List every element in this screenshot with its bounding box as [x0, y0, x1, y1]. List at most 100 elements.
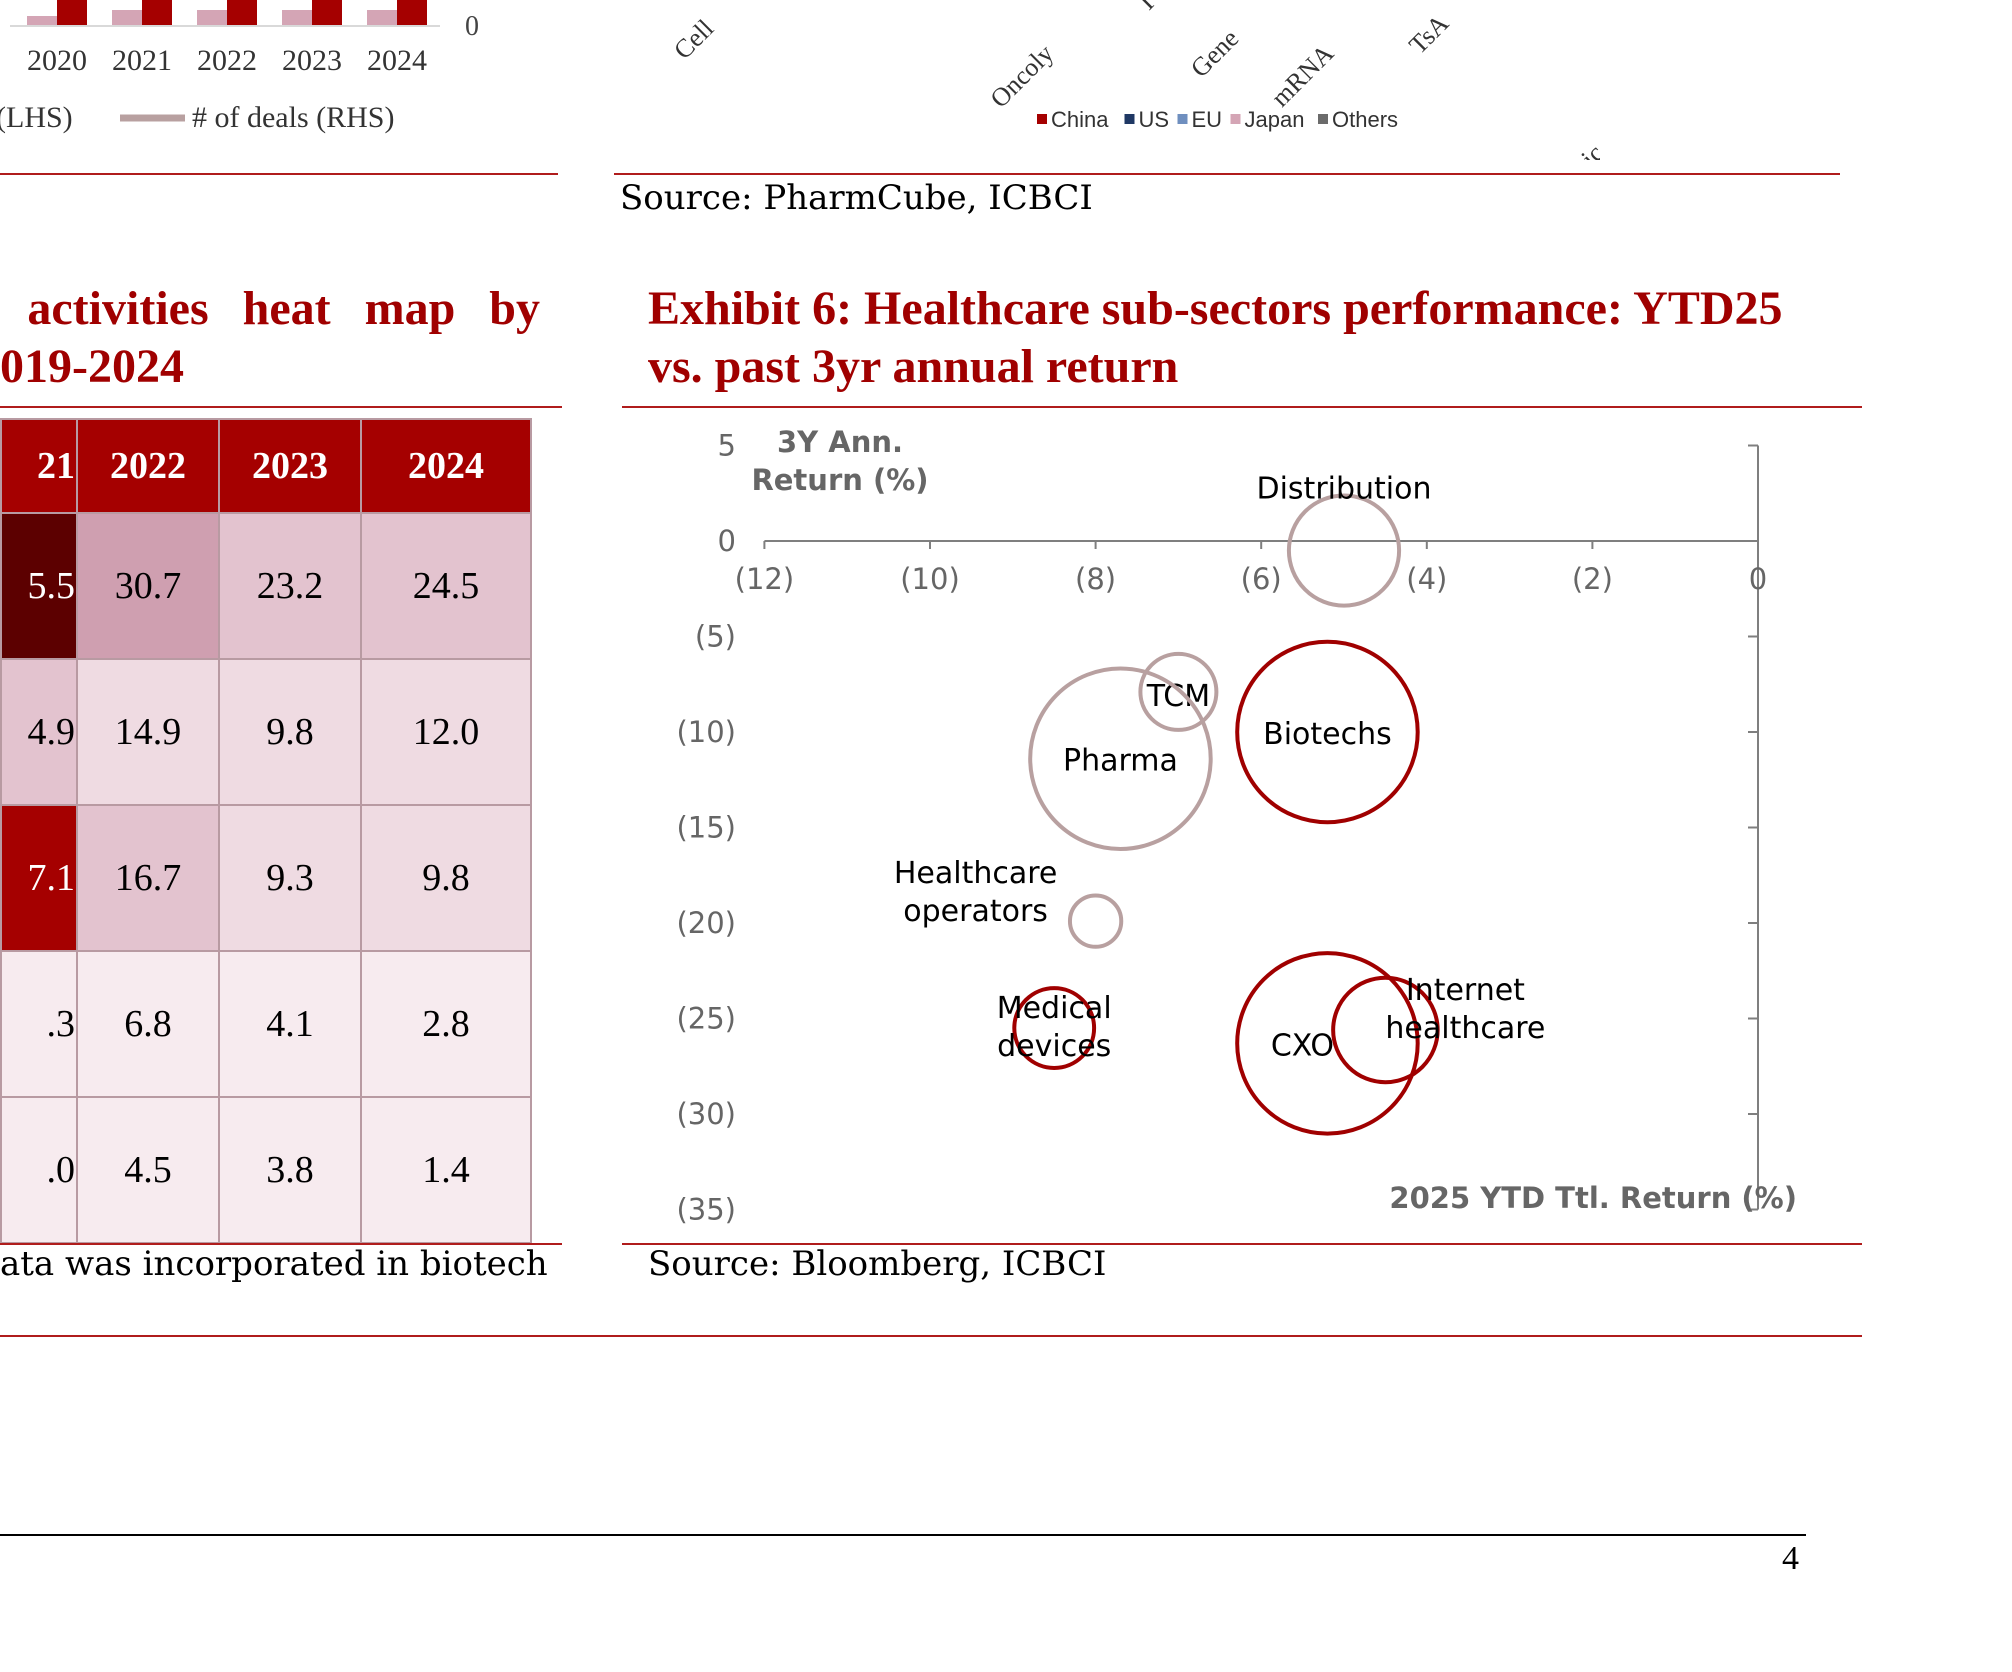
- heatmap-cell: 9.3: [218, 804, 362, 952]
- tl-bar-deals: [57, 0, 87, 26]
- tl-year-label: 2024: [367, 44, 427, 77]
- bubble-label: Distribution: [1256, 472, 1431, 507]
- y-tick-label: (35): [676, 1193, 736, 1227]
- y-tick-label: (25): [676, 1002, 736, 1036]
- heatmap-header-cell: 2024: [360, 418, 532, 514]
- divider-section-bottom: [0, 1335, 1862, 1337]
- heatmap-cell: 4.1: [218, 950, 362, 1098]
- legend-lhs-label: (LHS): [0, 101, 73, 134]
- heatmap-title: activities heat map by 019-2024: [0, 280, 540, 396]
- heatmap-row: .0 4.5 3.8 1.4: [0, 1096, 532, 1244]
- bubble: [1235, 639, 1420, 825]
- tl-bar-deals: [312, 0, 342, 26]
- x-tick-label: (12): [735, 562, 795, 596]
- legend-label: Others: [1332, 107, 1398, 132]
- x-tick-label: (8): [1075, 562, 1116, 596]
- bubble: [1028, 666, 1213, 851]
- bubble-label: Biotechs: [1263, 717, 1392, 752]
- tr-axis-label: mRNA: [1266, 39, 1340, 113]
- exhibit6-title: Exhibit 6: Healthcare sub-sectors perfor…: [648, 280, 1868, 396]
- heatmap-table: 21 2022 2023 2024 5.5 30.7 23.2 24.5 4.9 14.9 9.8…: [0, 418, 532, 1244]
- heatmap-cell: 16.7: [76, 804, 220, 952]
- legend-label: Japan: [1245, 107, 1305, 132]
- y-tick-label: (15): [676, 811, 736, 845]
- legend-swatch: [1230, 114, 1241, 124]
- source-pharmcube: Source: PharmCube, ICBCI: [620, 178, 1093, 218]
- heatmap-header-cell: 21: [0, 418, 78, 514]
- x-tick-label: 0: [1749, 562, 1767, 596]
- tl-bar-deals: [397, 0, 427, 26]
- y-axis-title-line2: Return (%): [751, 463, 928, 497]
- bubble: [1235, 951, 1420, 1136]
- tl-bar-lhs: [367, 10, 397, 26]
- heatmap-cell: 23.2: [218, 512, 362, 660]
- y-tick-label: (20): [676, 906, 736, 940]
- bubble-label: Internet: [1406, 973, 1525, 1008]
- divider-top-left: [0, 173, 558, 175]
- x-tick-label: (6): [1241, 562, 1282, 596]
- y-tick-label: (5): [695, 620, 736, 654]
- legend-swatch: [1037, 114, 1047, 124]
- heatmap-row: 7.1 16.7 9.3 9.8: [0, 804, 532, 952]
- exhibit6-title-line2: vs. past 3yr annual return: [648, 340, 1179, 393]
- heatmap-cell: 4.5: [76, 1096, 220, 1244]
- heatmap-cell: 14.9: [76, 658, 220, 806]
- exhibit6-title-line1: Exhibit 6: Healthcare sub-sectors perfor…: [648, 282, 1783, 335]
- divider-exhibit6-title: [622, 406, 1862, 408]
- heatmap-title-line2: 019-2024: [0, 340, 184, 393]
- tl-year-label: 2020: [27, 44, 87, 77]
- tl-bar-deals: [142, 0, 172, 26]
- bubble-label: CXO: [1271, 1028, 1334, 1063]
- bubble-label: devices: [997, 1029, 1111, 1064]
- bubble: [1286, 493, 1402, 608]
- bubble: [1012, 986, 1097, 1070]
- tr-axis-label: TsA: [1403, 9, 1454, 60]
- divider-exhibit6-bottom: [622, 1243, 1862, 1245]
- heatmap-cell: 5.5: [0, 512, 78, 660]
- bubble-label: Healthcare: [894, 856, 1058, 891]
- tr-axis-label: Oncoly: [985, 39, 1060, 114]
- bubble-label: Medical: [997, 991, 1112, 1026]
- tl-bar-lhs: [282, 10, 312, 26]
- heatmap-cell: .0: [0, 1096, 78, 1244]
- heatmap-header-cell: 2022: [76, 418, 220, 514]
- tl-bar-deals: [227, 0, 257, 26]
- divider-top-right: [614, 173, 1840, 175]
- bubble-label: healthcare: [1385, 1011, 1545, 1046]
- heatmap-cell: 4.9: [0, 658, 78, 806]
- heatmap-note: ata was incorporated in biotech: [0, 1244, 548, 1284]
- rhs-axis-zero-label: 0: [465, 11, 479, 42]
- tl-bar-lhs: [112, 10, 142, 26]
- x-tick-label: (4): [1406, 562, 1447, 596]
- tl-bar-lhs: [27, 16, 57, 26]
- bubble-label: operators: [903, 894, 1048, 929]
- heatmap-title-line1: activities heat map by: [27, 282, 540, 335]
- legend-label: US: [1139, 107, 1170, 132]
- x-axis-title: 2025 YTD Ttl. Return (%): [1389, 1181, 1797, 1215]
- tl-year-label: 2021: [112, 44, 172, 77]
- heatmap-cell: 1.4: [360, 1096, 532, 1244]
- tl-year-label: 2022: [197, 44, 257, 77]
- bubble: [1138, 651, 1219, 732]
- tr-axis-label: Cell: [668, 14, 719, 65]
- y-tick-label: 5: [718, 429, 736, 463]
- x-tick-label: (10): [900, 562, 960, 596]
- heatmap-cell: .3: [0, 950, 78, 1098]
- top-right-chart: Cell Oncoly I Gene mRNA TsA Small Nucleic Ac C…: [668, 0, 1600, 160]
- heatmap-header-cell: 2023: [218, 418, 362, 514]
- tr-axis-label: Gene: [1185, 24, 1244, 83]
- divider-heatmap-title: [0, 406, 562, 408]
- page-number: 4: [1782, 1540, 1799, 1577]
- bubble: [1067, 893, 1124, 949]
- heatmap-cell: 9.8: [360, 804, 532, 952]
- legend-swatch: [1124, 114, 1135, 124]
- x-tick-label: (2): [1572, 562, 1613, 596]
- heatmap-cell: 2.8: [360, 950, 532, 1098]
- footer-rule: [0, 1534, 1806, 1536]
- tl-year-label: 2023: [282, 44, 342, 77]
- top-left-chart: 0 2020 2021 2022 2023 2024 (LHS) # of deals …: [0, 0, 479, 134]
- heatmap-row: 5.5 30.7 23.2 24.5: [0, 512, 532, 660]
- legend-swatch: [1318, 114, 1328, 124]
- tr-axis-label: I: [1133, 0, 1160, 15]
- legend-label: China: [1051, 107, 1109, 132]
